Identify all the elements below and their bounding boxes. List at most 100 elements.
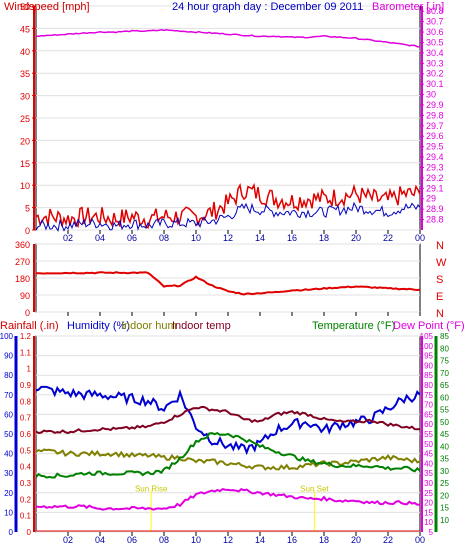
rain-tick-label: 0.5 <box>20 446 32 455</box>
temperature-tick-label: 60 <box>440 393 449 402</box>
temperature-tick-label: 30 <box>440 467 449 476</box>
x-tick-label: 20 <box>351 233 361 243</box>
barometer-tick-label: 28.8 <box>426 215 444 225</box>
x-tick-label: 22 <box>383 535 393 545</box>
temperature-line <box>35 431 421 479</box>
temperature-tick-label: 50 <box>440 418 449 427</box>
humidity-line <box>35 385 421 456</box>
dew-point-tick-label: 35 <box>424 469 433 478</box>
dew-point-axis-title: Dew Point (°F) <box>393 320 465 332</box>
humidity-tick-label: 0 <box>9 528 14 537</box>
wind-tick-label: 15 <box>20 159 30 169</box>
x-tick-label: 12 <box>223 535 233 545</box>
compass-letter: N <box>436 240 444 252</box>
barometer-tick-label: 29.6 <box>426 131 444 141</box>
rain-tick-label: 0.4 <box>20 463 32 472</box>
rain-tick-label: 0.8 <box>20 397 32 406</box>
windspeed-axis-title: Windspeed [mph] <box>4 1 90 13</box>
barometer-tick-label: 29.9 <box>426 100 444 110</box>
x-tick-label: 14 <box>255 233 265 243</box>
dew-point-tick-label: 40 <box>424 459 433 468</box>
dew-point-tick-label: 70 <box>424 401 433 410</box>
temperature-tick-label: 25 <box>440 479 449 488</box>
x-tick-label: 06 <box>127 535 137 545</box>
wind-tick-label: 45 <box>20 24 30 34</box>
dew-point-tick-label: 10 <box>424 518 433 527</box>
barometer-tick-label: 29.3 <box>426 162 444 172</box>
temperature-tick-label: 40 <box>440 442 449 451</box>
dew-point-tick-label: 90 <box>424 361 433 370</box>
humidity-axis-title: Humidity (%) <box>67 320 130 332</box>
dew-point-tick-label: 55 <box>424 430 433 439</box>
humidity-tick-label: 100 <box>0 332 14 341</box>
wind-tick-label: 25 <box>20 114 30 124</box>
dew-point-tick-label: 105 <box>420 332 434 341</box>
rain-tick-label: 0.2 <box>20 495 32 504</box>
temperature-tick-label: 35 <box>440 455 449 464</box>
rain-tick-label: 0.9 <box>20 381 32 390</box>
x-tick-label: 02 <box>63 535 73 545</box>
barometer-tick-label: 30 <box>426 90 436 100</box>
indoor-hum-title: Indoor hum <box>121 320 177 332</box>
direction-tick-label: 270 <box>15 257 30 267</box>
wind-tick-label: 40 <box>20 47 30 57</box>
temperature-tick-label: 65 <box>440 381 449 390</box>
rain-tick-label: 0.7 <box>20 414 32 423</box>
sunrise-label: Sun Rise <box>135 485 168 494</box>
x-tick-label: 04 <box>95 535 105 545</box>
wind-tick-label: 0 <box>25 226 30 236</box>
humidity-tick-label: 80 <box>4 371 13 380</box>
temperature-tick-label: 80 <box>440 344 449 353</box>
chart-marks <box>35 29 421 532</box>
dew-point-tick-label: 65 <box>424 410 433 419</box>
barometer-axis-title: Barometer [.in] <box>372 1 444 13</box>
dew-point-tick-label: 75 <box>424 391 433 400</box>
dew-point-tick-label: 80 <box>424 381 433 390</box>
barometer-tick-label: 30.5 <box>426 37 444 47</box>
direction-tick-label: 180 <box>15 274 30 284</box>
x-tick-label: 00 <box>415 535 425 545</box>
dew-point-tick-label: 50 <box>424 440 433 449</box>
compass-letter: S <box>436 274 443 286</box>
barometer-tick-label: 30.4 <box>426 48 444 58</box>
humidity-tick-label: 30 <box>4 469 13 478</box>
temperature-tick-label: 45 <box>440 430 449 439</box>
wind-tick-label: 10 <box>20 181 30 191</box>
barometer-tick-label: 29.7 <box>426 121 444 131</box>
wind-tick-label: 50 <box>20 2 30 12</box>
temperature-tick-label: 85 <box>440 332 449 341</box>
direction-tick-label: 360 <box>15 240 30 250</box>
wind-average-line <box>35 201 421 233</box>
x-tick-label: 06 <box>127 233 137 243</box>
barometer-line <box>36 29 421 48</box>
humidity-tick-label: 40 <box>4 450 13 459</box>
x-tick-label: 08 <box>159 233 169 243</box>
humidity-tick-label: 20 <box>4 489 13 498</box>
wind-tick-label: 35 <box>20 69 30 79</box>
grid <box>14 5 438 536</box>
compass-letter: N <box>436 308 444 320</box>
temperature-tick-label: 15 <box>440 504 449 513</box>
x-tick-label: 20 <box>351 535 361 545</box>
dew-point-tick-label: 45 <box>424 450 433 459</box>
dew-point-tick-label: 15 <box>424 508 433 517</box>
x-tick-label: 10 <box>191 535 201 545</box>
x-tick-label: 16 <box>287 233 297 243</box>
wind-direction-line <box>36 271 421 296</box>
x-tick-label: 04 <box>95 233 105 243</box>
indoor-temp-line <box>35 406 421 435</box>
barometer-tick-label: 30.8 <box>426 6 444 16</box>
rain-tick-label: 0.6 <box>20 430 32 439</box>
barometer-tick-label: 29.8 <box>426 110 444 120</box>
barometer-tick-label: 29.4 <box>426 152 444 162</box>
indoor-temp-title: Indoor temp <box>172 320 231 332</box>
x-tick-label: 00 <box>415 233 425 243</box>
x-tick-label: 16 <box>287 535 297 545</box>
temperature-tick-label: 55 <box>440 406 449 415</box>
x-tick-label: 18 <box>319 233 329 243</box>
rain-tick-label: 0.3 <box>20 479 32 488</box>
dew-point-tick-label: 100 <box>420 342 434 351</box>
wind-tick-label: 5 <box>25 204 30 214</box>
barometer-tick-label: 29 <box>426 194 436 204</box>
rain-tick-label: 0 <box>27 528 32 537</box>
